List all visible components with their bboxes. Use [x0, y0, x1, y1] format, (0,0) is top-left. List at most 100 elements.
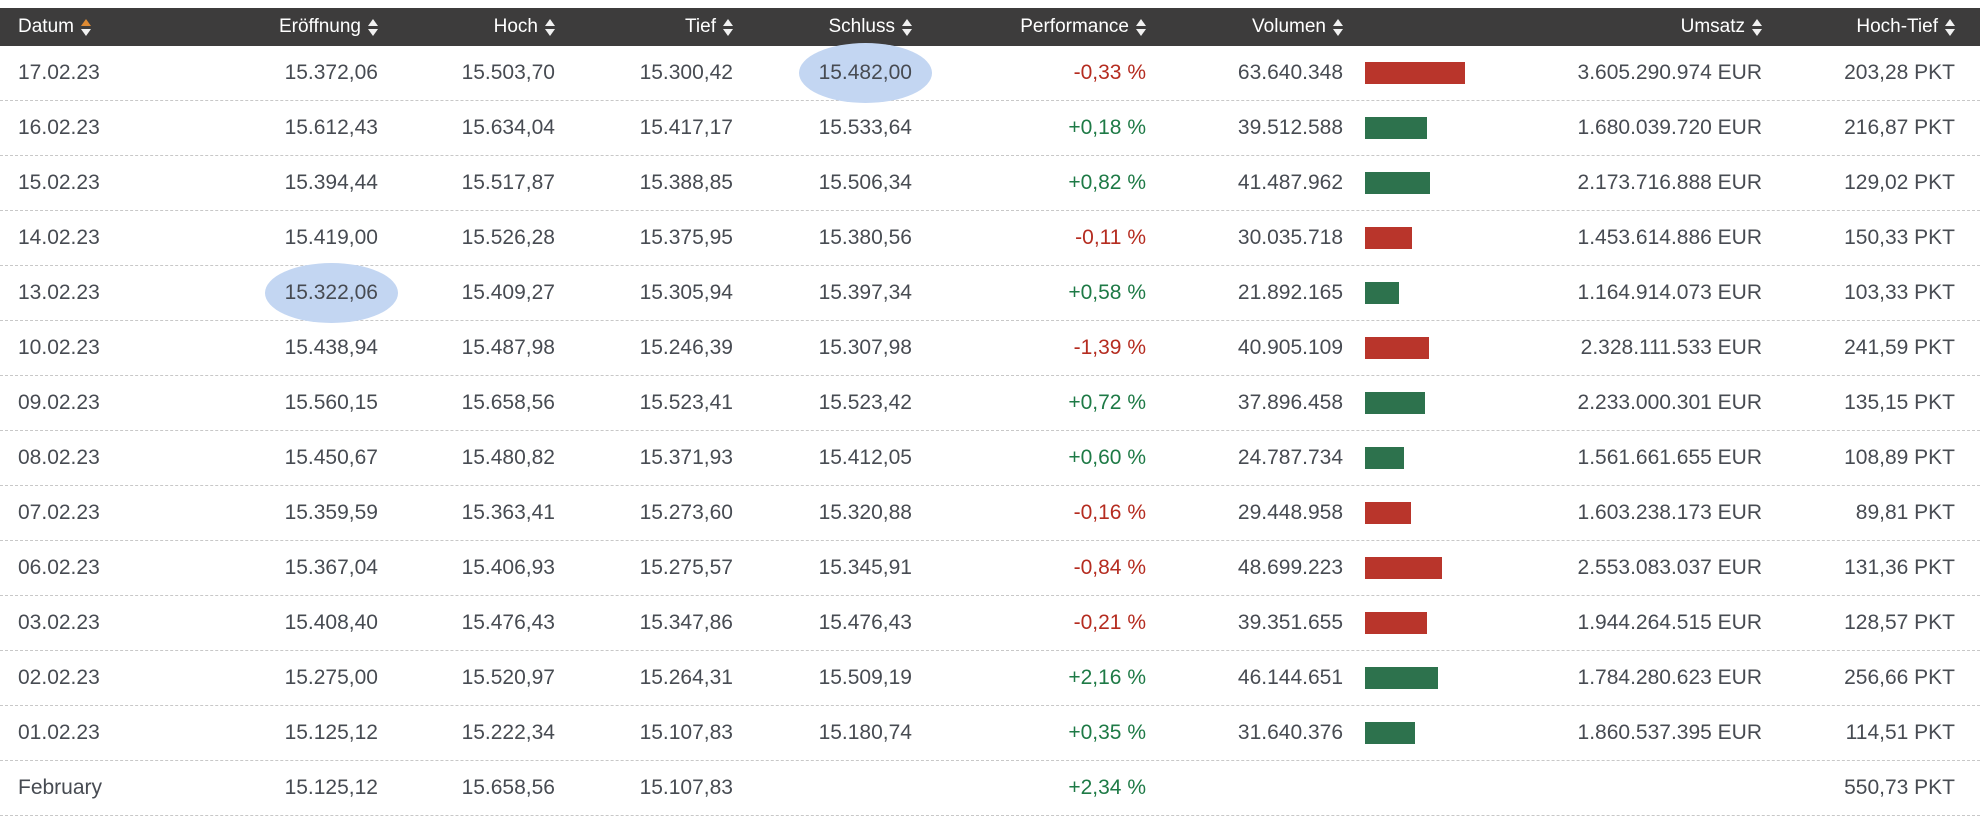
sort-up-arrow-icon [1136, 18, 1146, 26]
cell-volumen: 30.035.718 [1146, 226, 1343, 250]
sort-icon[interactable] [80, 18, 91, 36]
table-row: 09.02.23 15.560,15 15.658,56 15.523,41 15.52… [0, 376, 1980, 431]
cell-value-eroeffnung: 15.560,15 [284, 391, 378, 414]
cell-performance: -0,11 % [912, 226, 1146, 250]
sort-icon[interactable] [545, 18, 555, 36]
cell-value-hoch: 15.526,28 [461, 226, 555, 249]
cell-hoch_tief: 216,87 PKT [1762, 116, 1955, 140]
cell-umsatz: 1.453.614.886 EUR [1490, 226, 1762, 250]
cell-value-hoch_tief: 256,66 PKT [1844, 666, 1955, 689]
cell-volumen: 63.640.348 [1146, 61, 1343, 85]
sort-icon[interactable] [368, 18, 378, 36]
cell-hoch: 15.480,82 [378, 446, 555, 470]
column-header-hoch_tief[interactable]: Hoch-Tief [1762, 8, 1955, 46]
cell-eroeffnung: 15.612,43 [150, 116, 378, 140]
cell-datum: 09.02.23 [0, 391, 150, 415]
cell-hoch: 15.476,43 [378, 611, 555, 635]
cell-volumen: 29.448.958 [1146, 501, 1343, 525]
cell-value-hoch_tief: 131,36 PKT [1844, 556, 1955, 579]
column-header-volumen[interactable]: Volumen [1146, 8, 1343, 46]
column-label-umsatz: Umsatz [1680, 16, 1745, 37]
sort-icon[interactable] [723, 18, 733, 36]
cell-value-umsatz: 1.164.914.073 EUR [1577, 281, 1762, 304]
cell-eroeffnung: 15.275,00 [150, 666, 378, 690]
cell-volumen: 37.896.458 [1146, 391, 1343, 415]
cell-performance: -0,21 % [912, 611, 1146, 635]
cell-value-performance: +2,34 % [1068, 776, 1146, 799]
cell-value-datum: February [18, 776, 103, 799]
volume-bar-cell [1343, 117, 1490, 139]
cell-value-umsatz: 1.944.264.515 EUR [1577, 611, 1762, 634]
cell-datum: 13.02.23 [0, 281, 150, 305]
sort-down-arrow-icon [545, 28, 555, 36]
cell-value-hoch: 15.658,56 [461, 776, 555, 799]
sort-icon[interactable] [1752, 18, 1762, 36]
cell-hoch_tief: 256,66 PKT [1762, 666, 1955, 690]
cell-value-schluss: 15.345,91 [818, 556, 912, 579]
cell-value-hoch: 15.406,93 [461, 556, 555, 579]
cell-value-eroeffnung: 15.450,67 [284, 446, 378, 469]
cell-value-volumen: 41.487.962 [1237, 171, 1343, 194]
table-row: 07.02.23 15.359,59 15.363,41 15.273,60 15.32… [0, 486, 1980, 541]
cell-value-hoch: 15.222,34 [461, 721, 555, 744]
cell-value-datum: 16.02.23 [18, 116, 100, 139]
cell-datum: 02.02.23 [0, 666, 150, 690]
cell-value-datum: 09.02.23 [18, 391, 100, 414]
column-header-umsatz[interactable]: Umsatz [1490, 8, 1762, 46]
cell-volumen: 39.512.588 [1146, 116, 1343, 140]
cell-volumen [1146, 776, 1343, 800]
cell-value-eroeffnung: 15.359,59 [284, 501, 378, 524]
cell-umsatz: 1.944.264.515 EUR [1490, 611, 1762, 635]
column-header-schluss[interactable]: Schluss [733, 8, 912, 46]
cell-umsatz: 1.680.039.720 EUR [1490, 116, 1762, 140]
cell-value-hoch: 15.409,27 [461, 281, 555, 304]
sort-icon[interactable] [1333, 18, 1343, 36]
volume-bar-cell [1343, 557, 1490, 579]
cell-value-schluss: 15.509,19 [818, 666, 912, 689]
cell-value-hoch: 15.517,87 [461, 171, 555, 194]
column-header-datum[interactable]: Datum [0, 8, 150, 46]
volume-bar [1365, 337, 1429, 359]
cell-value-eroeffnung: 15.394,44 [284, 171, 378, 194]
cell-datum: 14.02.23 [0, 226, 150, 250]
cell-value-hoch_tief: 129,02 PKT [1844, 171, 1955, 194]
volume-bar-cell [1343, 502, 1490, 524]
sort-icon[interactable] [902, 18, 912, 36]
cell-hoch: 15.658,56 [378, 776, 555, 800]
volume-bar [1365, 502, 1411, 524]
table-row: 15.02.23 15.394,44 15.517,87 15.388,85 15.50… [0, 156, 1980, 211]
column-header-eroeffnung[interactable]: Eröffnung [150, 8, 378, 46]
table-row: 02.02.23 15.275,00 15.520,97 15.264,31 15.50… [0, 651, 1980, 706]
cell-schluss: 15.320,88 [733, 501, 912, 525]
cell-eroeffnung: 15.408,40 [150, 611, 378, 635]
column-header-hoch[interactable]: Hoch [378, 8, 555, 46]
cell-value-hoch_tief: 128,57 PKT [1844, 611, 1955, 634]
cell-datum: 08.02.23 [0, 446, 150, 470]
cell-volumen: 48.699.223 [1146, 556, 1343, 580]
cell-tief: 15.347,86 [555, 611, 733, 635]
cell-hoch: 15.409,27 [378, 281, 555, 305]
cell-schluss: 15.380,56 [733, 226, 912, 250]
cell-volumen: 39.351.655 [1146, 611, 1343, 635]
cell-value-umsatz: 1.860.537.395 EUR [1577, 721, 1762, 744]
cell-value-performance: -0,11 % [1075, 226, 1146, 249]
cell-hoch_tief: 108,89 PKT [1762, 446, 1955, 470]
cell-value-eroeffnung: 15.367,04 [284, 556, 378, 579]
cell-value-volumen: 21.892.165 [1237, 281, 1343, 304]
cell-hoch: 15.406,93 [378, 556, 555, 580]
sort-up-arrow-icon [545, 18, 555, 26]
cell-eroeffnung: 15.125,12 [150, 776, 378, 800]
cell-eroeffnung: 15.125,12 [150, 721, 378, 745]
sort-icon[interactable] [1945, 18, 1955, 36]
cell-value-hoch: 15.520,97 [461, 666, 555, 689]
cell-hoch_tief: 241,59 PKT [1762, 336, 1955, 360]
volume-bar-cell [1343, 282, 1490, 304]
column-header-performance[interactable]: Performance [912, 8, 1146, 46]
column-header-tief[interactable]: Tief [555, 8, 733, 46]
cell-value-schluss: 15.412,05 [818, 446, 912, 469]
cell-value-hoch: 15.658,56 [461, 391, 555, 414]
cell-value-hoch: 15.480,82 [461, 446, 555, 469]
sort-icon[interactable] [1136, 18, 1146, 36]
cell-performance: -0,84 % [912, 556, 1146, 580]
